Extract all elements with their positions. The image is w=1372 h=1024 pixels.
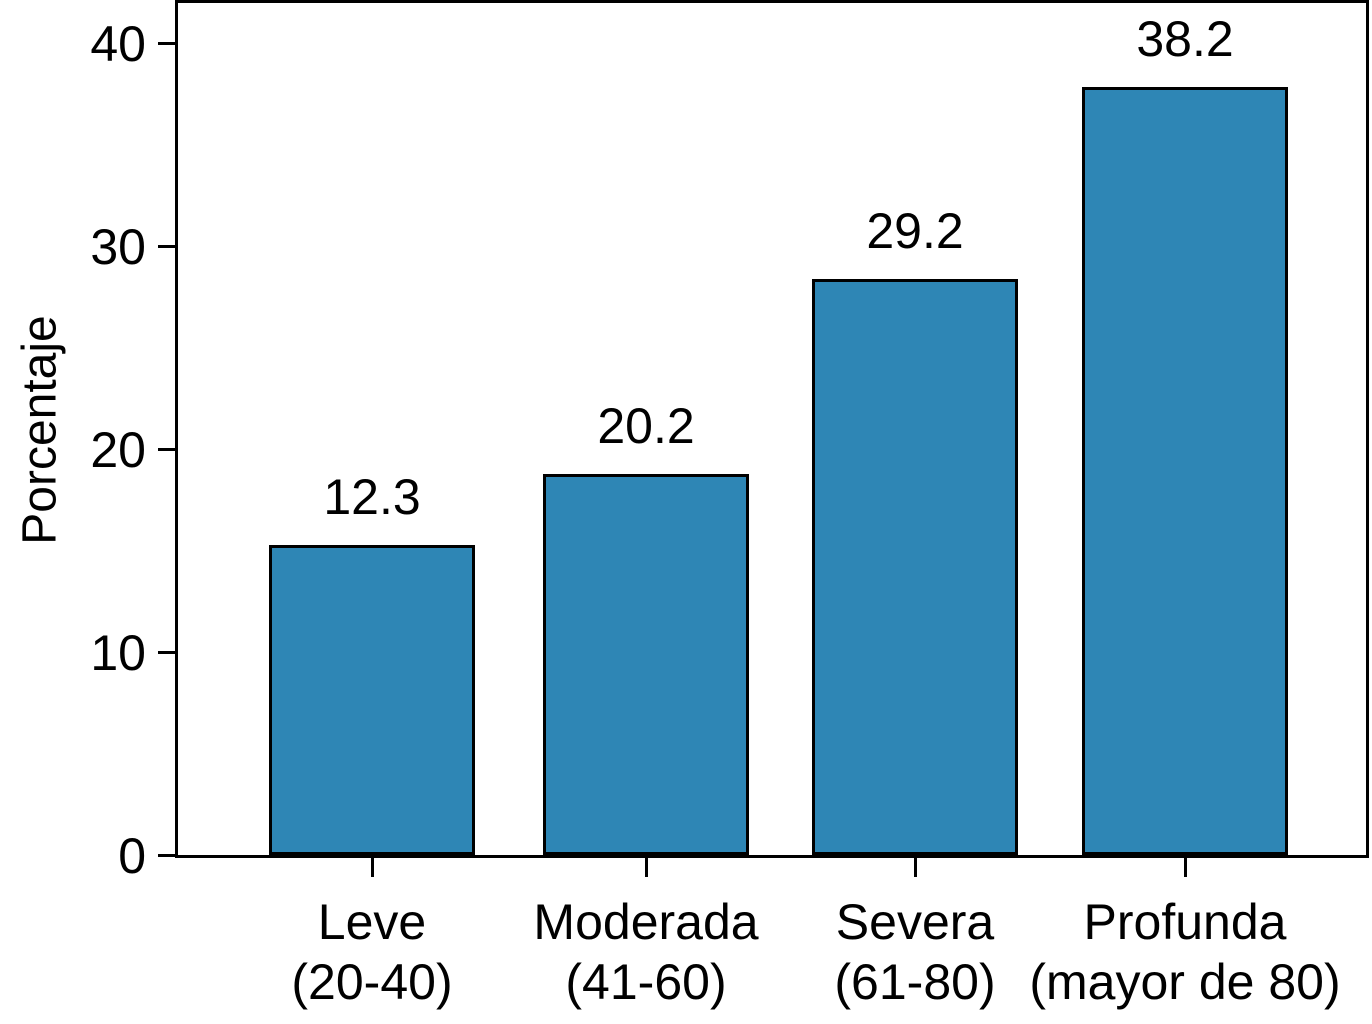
x-category-label: Moderada (41-60) (436, 892, 856, 1012)
y-tick-label: 40 (90, 16, 146, 72)
x-category-line1: Leve (317, 894, 427, 950)
y-tick-label: 0 (118, 828, 146, 884)
y-tick (158, 245, 175, 248)
bar-moderada (543, 474, 749, 855)
x-category-line2: (41-60) (565, 954, 727, 1010)
x-category-line2: (61-80) (834, 954, 996, 1010)
x-category-line2: (mayor de 80) (1029, 954, 1341, 1010)
bar-value-label: 12.3 (323, 469, 421, 526)
x-category-line1: Moderada (533, 894, 759, 950)
bar-value-label: 38.2 (1136, 10, 1234, 67)
x-category-label: Profunda (mayor de 80) (975, 892, 1372, 1012)
x-category-line2: (20-40) (291, 954, 453, 1010)
x-category-line1: Profunda (1083, 894, 1287, 950)
y-tick-label: 30 (90, 219, 146, 275)
bar-severa (812, 279, 1018, 855)
x-tick (371, 858, 374, 877)
y-tick (158, 651, 175, 654)
x-category-label: Severa (61-80) (705, 892, 1125, 1012)
y-tick (158, 42, 175, 45)
x-tick (1184, 858, 1187, 877)
bar-value-label: 20.2 (597, 398, 695, 455)
bar-leve (269, 545, 475, 855)
x-tick (914, 858, 917, 877)
bar-profunda (1082, 86, 1288, 855)
x-category-line1: Severa (835, 894, 995, 950)
y-tick (158, 448, 175, 451)
y-tick (158, 854, 175, 857)
x-category-label: Leve (20-40) (162, 892, 582, 1012)
bar-value-label: 29.2 (866, 203, 964, 260)
y-tick-label: 10 (90, 625, 146, 681)
x-tick (645, 858, 648, 877)
y-tick-label: 20 (90, 422, 146, 478)
